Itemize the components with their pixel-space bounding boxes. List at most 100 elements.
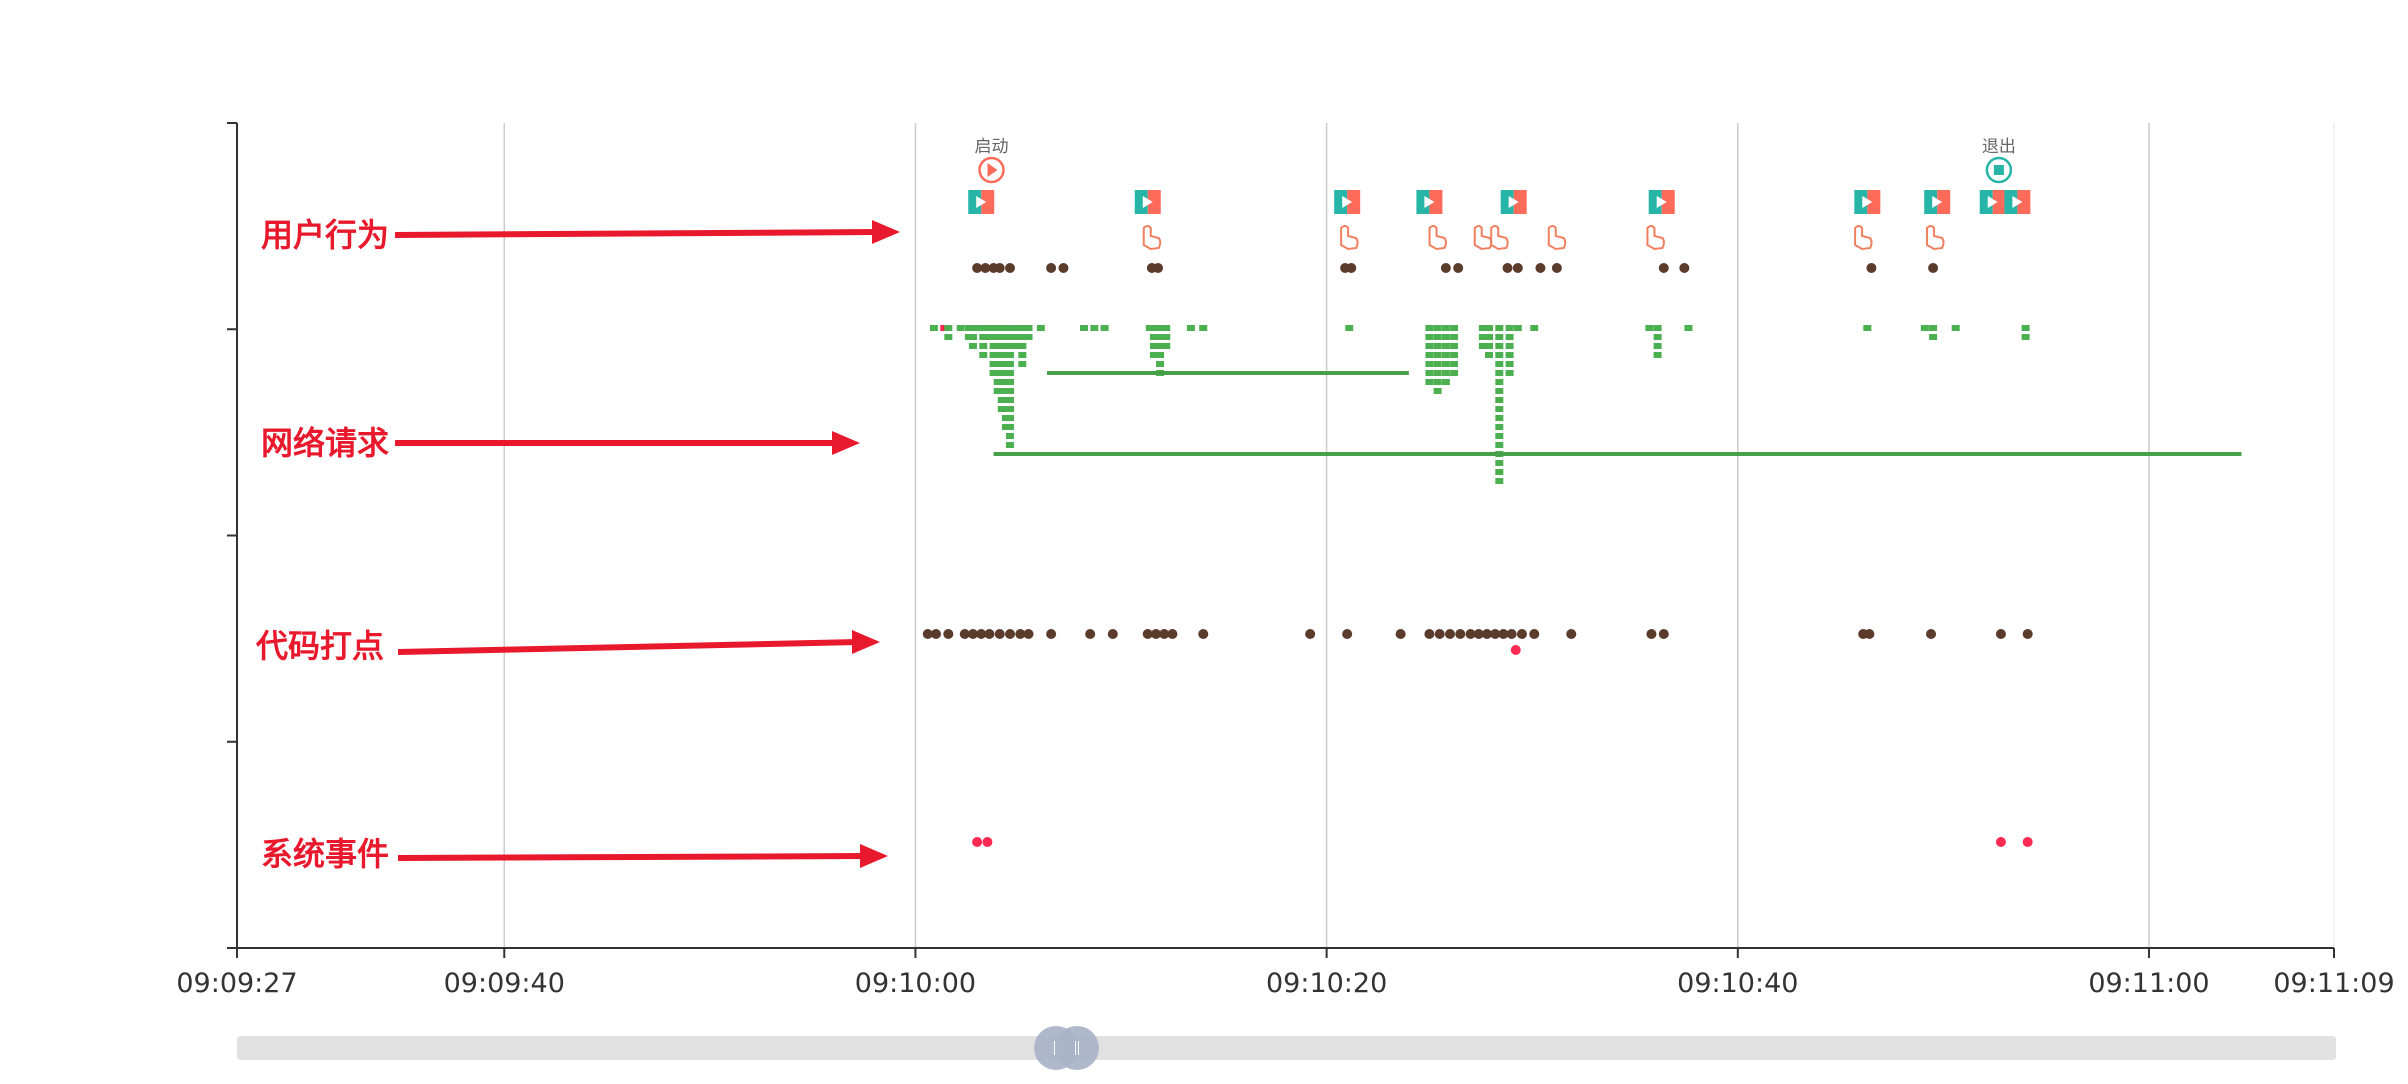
network-request-mark xyxy=(1036,325,1045,331)
page-switch-icon xyxy=(1979,190,1993,214)
code-log-dot xyxy=(1424,629,1435,639)
network-request-mark xyxy=(1156,352,1165,358)
page-switch-icon xyxy=(1416,190,1430,214)
network-request-mark xyxy=(940,325,949,331)
system-event-dot xyxy=(972,837,983,847)
user-event-dot xyxy=(1346,263,1357,273)
x-tick-label: 09:11:00 xyxy=(2088,968,2209,999)
network-request-mark xyxy=(1495,415,1504,421)
network-request-mark xyxy=(1006,370,1015,376)
touch-hand-icon xyxy=(1142,225,1162,251)
network-request-mark xyxy=(1653,352,1662,358)
network-request-mark xyxy=(1478,334,1487,340)
network-request-mark xyxy=(1006,352,1015,358)
time-range-slider-track[interactable] xyxy=(237,1036,2336,1060)
network-request-mark xyxy=(1156,325,1165,331)
grid-lines xyxy=(503,123,2335,948)
code-log-dot xyxy=(1658,629,1669,639)
network-request-mark xyxy=(969,343,978,349)
x-tick-label: 09:10:00 xyxy=(855,968,976,999)
network-request-mark xyxy=(929,325,938,331)
network-request-mark xyxy=(1645,325,1654,331)
network-request-mark xyxy=(1001,325,1010,331)
network-request-mark xyxy=(1006,325,1015,331)
network-request-mark xyxy=(1653,343,1662,349)
network-request-mark xyxy=(1495,397,1504,403)
user-event-dot xyxy=(1512,263,1523,273)
network-request-mark xyxy=(1018,352,1027,358)
network-request-mark xyxy=(1485,325,1494,331)
network-request-mark xyxy=(2021,325,2030,331)
network-request-mark xyxy=(1006,397,1015,403)
system-event-dot xyxy=(1995,837,2006,847)
network-request-mark xyxy=(1530,325,1539,331)
user-event-dot xyxy=(1058,263,1069,273)
network-request-mark xyxy=(1505,370,1514,376)
page-switch-icon xyxy=(1500,190,1514,214)
network-request-mark xyxy=(1485,334,1494,340)
network-request-mark xyxy=(997,406,1006,412)
network-request-mark xyxy=(1001,397,1010,403)
user-event-dot xyxy=(1928,263,1939,273)
page-switch-icon xyxy=(1648,190,1662,214)
network-request-mark xyxy=(1006,361,1015,367)
code-log-dot xyxy=(1516,629,1527,639)
network-request-mark xyxy=(1006,343,1015,349)
network-request-mark xyxy=(997,352,1006,358)
code-log-dot xyxy=(1506,629,1517,639)
page-arrow-icon xyxy=(1142,196,1153,208)
code-log-series xyxy=(922,629,2033,655)
network-request-mark xyxy=(1495,361,1504,367)
network-request-mark xyxy=(993,361,1002,367)
code-log-dot xyxy=(1305,629,1316,639)
axes: 09:09:27 09:09:40 09:10:00 09:10:20 09:10:40… xyxy=(176,122,2395,999)
page-switch-icon xyxy=(1992,190,2006,214)
network-request-mark xyxy=(1001,424,1010,430)
network-request-mark xyxy=(989,361,998,367)
network-request-mark xyxy=(1505,352,1514,358)
network-request-mark xyxy=(997,388,1006,394)
network-request-mark xyxy=(1006,388,1015,394)
network-request-mark xyxy=(1001,343,1010,349)
network-request-mark xyxy=(944,325,953,331)
annotation-arrow-shaft xyxy=(397,639,859,655)
page-switch-icon xyxy=(1429,190,1443,214)
network-request-mark xyxy=(1199,325,1208,331)
page-arrow-icon xyxy=(2012,196,2023,208)
annotation-arrow-shaft xyxy=(394,229,879,238)
code-log-dot xyxy=(1046,629,1057,639)
network-request-mark xyxy=(1001,361,1010,367)
page-arrow-icon xyxy=(1862,196,1873,208)
user-behavior-series: 启动 退出 xyxy=(968,137,2031,273)
system-event-series xyxy=(972,837,2033,847)
network-request-mark xyxy=(1001,415,1010,421)
network-request-mark xyxy=(979,334,988,340)
network-request-mark xyxy=(1450,352,1459,358)
network-request-mark xyxy=(1505,325,1514,331)
code-log-dot xyxy=(1167,629,1178,639)
network-request-mark xyxy=(993,352,1002,358)
network-request-mark xyxy=(997,370,1006,376)
network-request-mark xyxy=(1006,433,1015,439)
network-request-mark xyxy=(1684,325,1693,331)
network-request-mark xyxy=(979,325,988,331)
network-request-mark xyxy=(1505,343,1514,349)
network-request-mark xyxy=(1450,361,1459,367)
range-end-handle[interactable] xyxy=(1054,1026,1099,1070)
user-event-dot xyxy=(1453,263,1464,273)
network-request-mark xyxy=(989,370,998,376)
network-request-mark xyxy=(1162,334,1171,340)
touch-hand-icon xyxy=(1646,225,1665,251)
page-arrow-icon xyxy=(1932,196,1943,208)
network-request-mark xyxy=(1080,325,1089,331)
page-switch-icon xyxy=(1867,190,1881,214)
code-log-dot xyxy=(1473,629,1484,639)
user-event-dot xyxy=(1005,263,1016,273)
network-request-mark xyxy=(1433,352,1442,358)
code-log-dot xyxy=(1455,629,1466,639)
network-request-mark xyxy=(1001,388,1010,394)
touch-hand-icon xyxy=(1926,225,1945,251)
code-log-dot xyxy=(1198,629,1209,639)
network-request-mark xyxy=(993,334,1002,340)
user-event-dot xyxy=(980,263,991,273)
